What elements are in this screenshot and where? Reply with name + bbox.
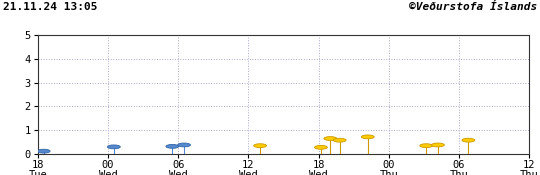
Ellipse shape <box>166 145 179 148</box>
Ellipse shape <box>324 137 337 140</box>
Ellipse shape <box>314 145 327 149</box>
Ellipse shape <box>37 149 50 153</box>
Ellipse shape <box>420 144 433 148</box>
Ellipse shape <box>333 138 346 142</box>
Text: ©Veðurstofa Íslands: ©Veðurstofa Íslands <box>409 2 537 12</box>
Ellipse shape <box>107 145 120 149</box>
Ellipse shape <box>431 143 444 147</box>
Ellipse shape <box>361 135 374 139</box>
Text: 21.11.24 13:05: 21.11.24 13:05 <box>3 2 97 12</box>
Ellipse shape <box>254 144 267 148</box>
Ellipse shape <box>178 143 191 147</box>
Ellipse shape <box>462 138 475 142</box>
